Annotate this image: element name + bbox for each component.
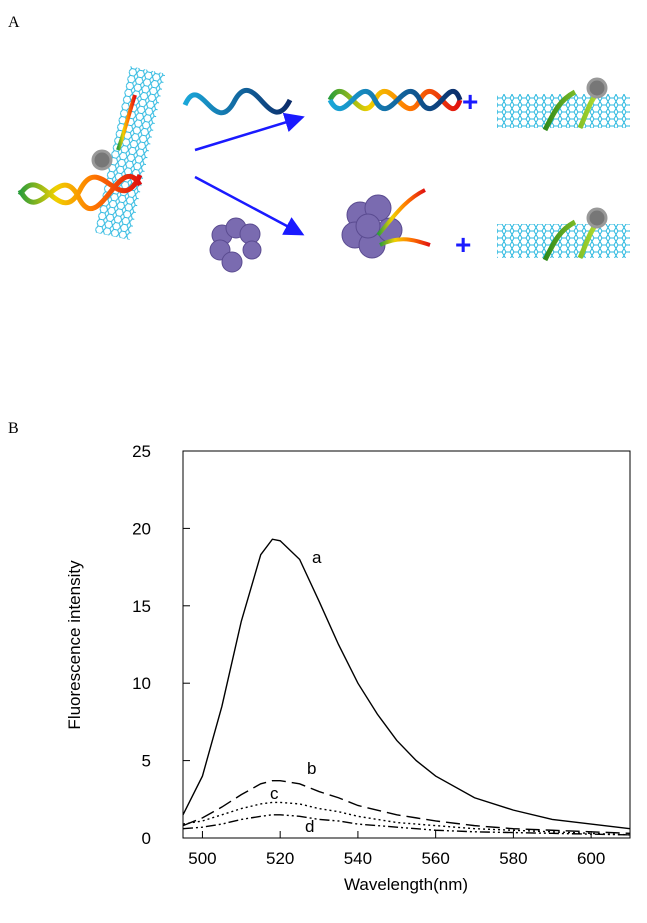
series-label: a xyxy=(312,548,322,567)
arrow xyxy=(194,112,305,152)
fluorophore xyxy=(586,77,608,99)
panel-label: A xyxy=(8,14,20,31)
plot-frame xyxy=(182,450,631,839)
y-tick-label: 5 xyxy=(142,752,151,771)
dna xyxy=(17,174,143,211)
panel-label: B xyxy=(8,420,19,437)
duplex xyxy=(327,89,463,111)
scheme: + + xyxy=(17,66,630,273)
protein-complex xyxy=(341,194,403,259)
series-line xyxy=(182,814,631,836)
y-tick-label: 15 xyxy=(132,597,151,616)
x-tick-label: 560 xyxy=(421,849,449,868)
series-label: d xyxy=(305,817,314,836)
dna xyxy=(116,94,137,151)
series-label: b xyxy=(307,759,316,778)
target-dna xyxy=(182,88,293,116)
series-line xyxy=(182,538,631,830)
y-tick-label: 0 xyxy=(142,829,151,848)
plus: + xyxy=(455,229,471,260)
fluorophore xyxy=(91,149,113,171)
plus: + xyxy=(462,86,478,117)
arrow xyxy=(194,175,305,236)
series-line xyxy=(182,801,631,836)
dna xyxy=(17,173,143,206)
series-label: c xyxy=(270,784,279,803)
x-tick-label: 600 xyxy=(577,849,605,868)
x-tick-label: 500 xyxy=(188,849,216,868)
y-tick-label: 25 xyxy=(132,442,151,461)
series-line xyxy=(182,780,631,835)
protein xyxy=(209,217,262,273)
x-tick-label: 580 xyxy=(499,849,527,868)
y-tick-label: 10 xyxy=(132,674,151,693)
fluorophore xyxy=(586,207,608,229)
nanotube xyxy=(94,66,166,240)
y-tick-label: 20 xyxy=(132,519,151,538)
aptamer xyxy=(376,188,426,237)
x-tick-label: 520 xyxy=(266,849,294,868)
aptamer xyxy=(379,237,431,247)
x-axis-label: Wavelength(nm) xyxy=(344,875,468,894)
x-tick-label: 540 xyxy=(344,849,372,868)
y-axis-label: Fluorescence intensity xyxy=(65,560,84,730)
